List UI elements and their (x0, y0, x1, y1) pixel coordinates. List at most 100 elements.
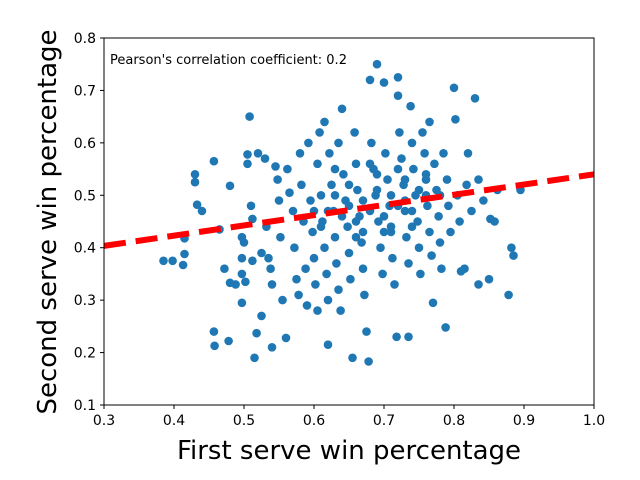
y-tick-label: 0.4 (74, 241, 96, 257)
data-point (252, 328, 261, 338)
data-point (413, 217, 422, 226)
data-point (315, 128, 324, 137)
data-point (297, 180, 306, 190)
data-point (288, 206, 298, 216)
data-point (439, 149, 448, 158)
data-point (407, 138, 417, 148)
data-point (393, 91, 403, 100)
data-point (437, 264, 446, 274)
data-point (406, 101, 415, 111)
data-point (393, 73, 403, 82)
data-point (379, 212, 389, 221)
data-point (393, 164, 403, 174)
data-point (390, 280, 399, 289)
data-point (455, 217, 464, 226)
data-point (351, 159, 361, 169)
x-axis-label: First serve win percentage (177, 436, 521, 466)
data-point (332, 259, 341, 268)
data-point (313, 306, 322, 315)
data-point (409, 164, 418, 174)
data-point (336, 306, 345, 315)
data-point (237, 253, 247, 263)
data-point (168, 256, 177, 266)
data-point (507, 243, 516, 252)
data-point (418, 128, 427, 137)
plot-background (104, 38, 594, 405)
data-point (313, 159, 322, 169)
correlation-annotation: Pearson's correlation coefficient: 0.2 (110, 53, 347, 68)
data-point (474, 280, 483, 289)
data-point (237, 298, 247, 308)
data-point (225, 181, 235, 191)
data-point (285, 188, 294, 197)
data-point (337, 104, 347, 114)
data-point (358, 196, 368, 205)
data-point (276, 232, 285, 242)
data-point (325, 149, 334, 158)
data-point (400, 206, 410, 216)
data-point (428, 298, 438, 308)
data-point (220, 264, 229, 274)
x-tick-label: 0.4 (163, 413, 185, 429)
data-point (404, 259, 413, 268)
y-axis-label: Second serve win percentage (33, 29, 63, 414)
data-point (281, 333, 291, 343)
data-point (301, 264, 310, 274)
data-point (243, 159, 252, 169)
points-layer (159, 59, 525, 366)
data-point (388, 253, 397, 263)
data-point (248, 214, 257, 224)
data-point (264, 253, 273, 263)
data-point (231, 280, 240, 289)
y-tick-label: 0.5 (74, 188, 96, 204)
data-point (334, 285, 343, 295)
data-point (316, 191, 326, 200)
data-point (414, 243, 424, 252)
data-point (260, 154, 270, 163)
data-point (192, 200, 202, 209)
data-point (425, 227, 434, 237)
data-point (295, 149, 305, 158)
data-point (446, 227, 455, 237)
data-point (190, 177, 200, 187)
data-point (484, 274, 494, 284)
data-point (504, 290, 513, 300)
data-point (423, 201, 432, 211)
data-point (283, 164, 292, 174)
data-point (322, 269, 331, 279)
data-point (374, 217, 383, 226)
data-point (434, 212, 443, 221)
data-point (323, 340, 333, 350)
data-point (273, 175, 282, 184)
x-tick-label: 0.5 (233, 413, 255, 429)
data-point (302, 301, 312, 310)
x-tick-label: 0.7 (373, 413, 395, 429)
data-point (353, 185, 362, 195)
data-point (386, 191, 396, 200)
data-point (330, 232, 340, 242)
data-point (257, 248, 266, 258)
data-point (444, 201, 453, 211)
x-tick-label: 0.6 (303, 413, 325, 429)
data-point (357, 238, 366, 247)
data-point (210, 341, 219, 351)
data-point (250, 353, 259, 363)
data-point (330, 191, 340, 200)
data-point (365, 159, 375, 169)
data-point (190, 170, 200, 179)
data-point (392, 332, 401, 342)
data-point (237, 269, 247, 279)
y-tick-label: 0.7 (74, 83, 96, 99)
data-point (402, 232, 411, 242)
data-point (320, 117, 329, 127)
data-point (407, 206, 417, 216)
data-point (267, 343, 277, 352)
x-tick-label: 0.3 (93, 413, 115, 429)
data-point (407, 222, 417, 231)
x-tick-label: 0.9 (513, 413, 535, 429)
data-point (441, 323, 450, 332)
data-point (420, 149, 429, 158)
data-point (395, 128, 404, 137)
data-point (379, 227, 389, 237)
